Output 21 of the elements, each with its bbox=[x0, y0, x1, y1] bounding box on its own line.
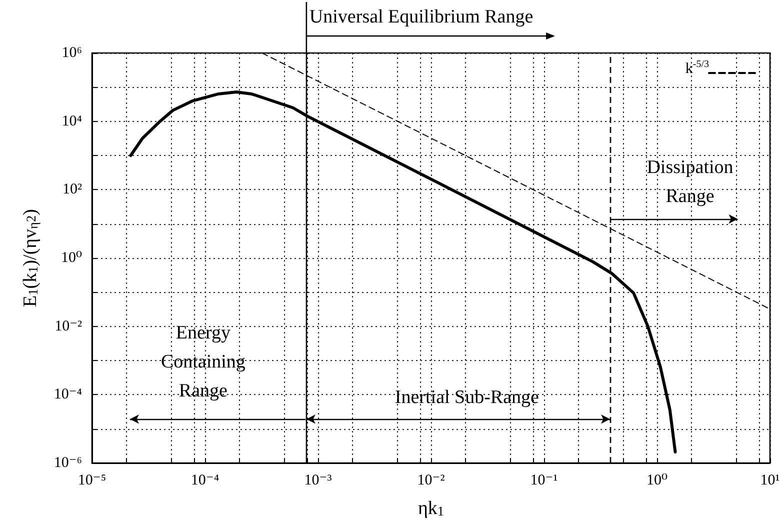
y-tick-label: 10⁶ bbox=[62, 45, 82, 61]
annotation: Energy Containing Range bbox=[160, 322, 246, 402]
text: Universal Equilibrium Range bbox=[309, 6, 534, 28]
annotation: Dissipation Range bbox=[646, 156, 734, 207]
x-tick-label: 10⁻³ bbox=[304, 472, 332, 488]
y-tick-label: 10² bbox=[62, 182, 82, 198]
x-axis-title: ηk1 bbox=[418, 498, 444, 519]
x-tick-label: 10⁻⁵ bbox=[78, 472, 106, 488]
y-tick-label: 10⁻² bbox=[54, 318, 82, 334]
x-tick-label: 10⁻⁴ bbox=[190, 472, 220, 488]
y-axis-title: E1(k1)/(ηvη2) bbox=[20, 208, 41, 308]
y-tick-label: 10⁴ bbox=[62, 113, 82, 130]
annotation: Inertial Sub-Range bbox=[394, 386, 539, 408]
x-tick-label: 10⁻² bbox=[417, 472, 446, 488]
x-tick-label: 10⁰ bbox=[646, 472, 668, 488]
x-tick-label: 10¹ bbox=[760, 472, 780, 488]
x-tick-label: 10⁻¹ bbox=[530, 472, 558, 488]
y-tick-label: 10⁻⁶ bbox=[54, 455, 82, 471]
legend-label: k$^{-5/3}$ bbox=[685, 59, 709, 78]
y-tick-label: 10⁰ bbox=[60, 250, 82, 266]
y-tick-label: 10⁻⁴ bbox=[54, 386, 82, 403]
